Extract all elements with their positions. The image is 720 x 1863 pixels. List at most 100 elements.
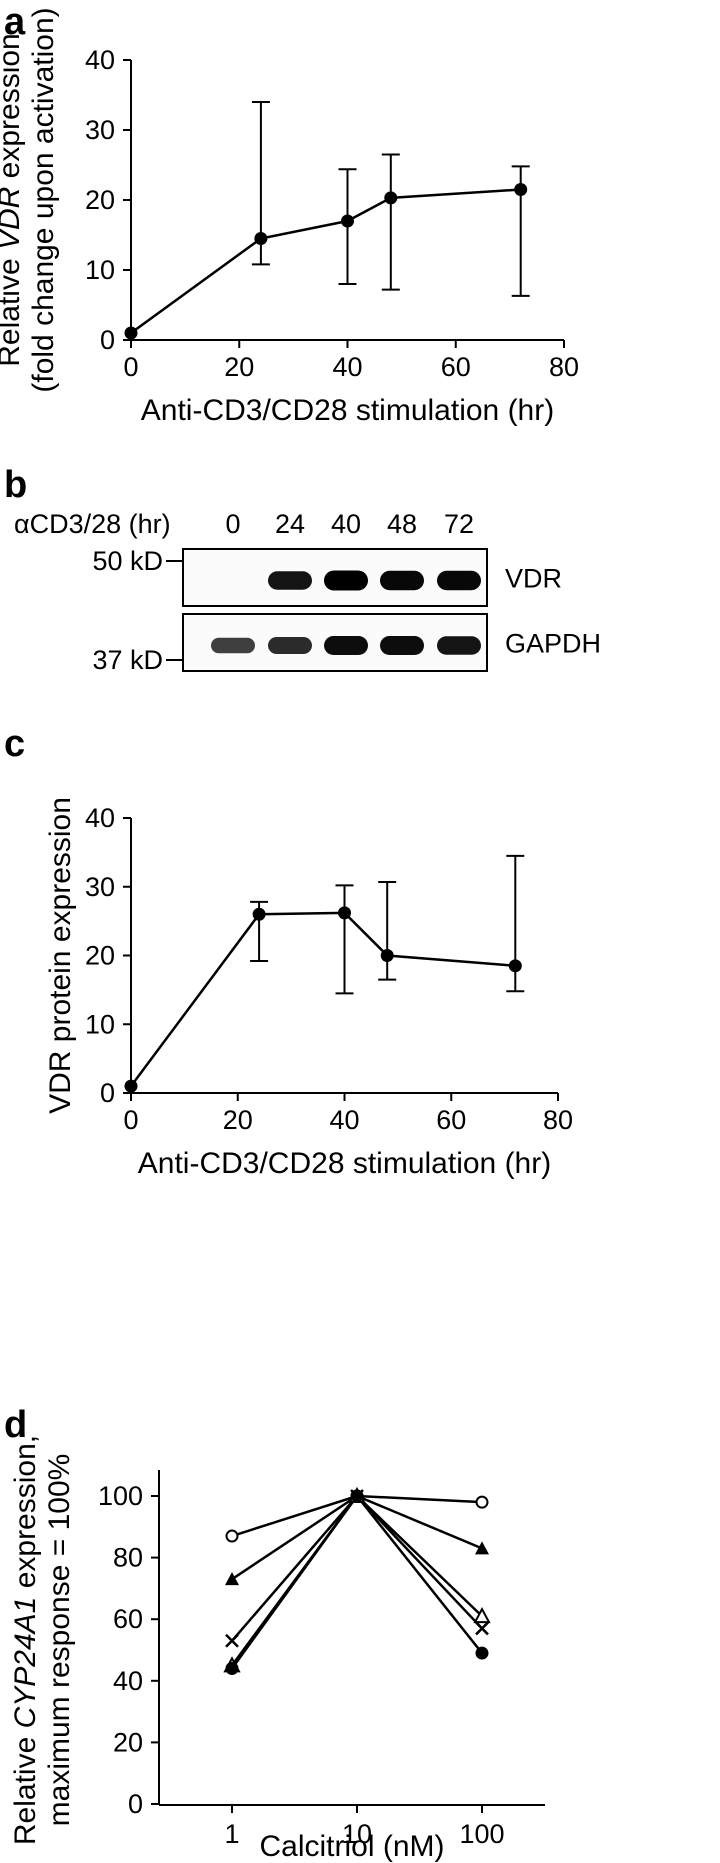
x-axis-label: Anti-CD3/CD28 stimulation (hr) [138,1147,551,1180]
y-axis-label-part: Relative [9,1728,42,1845]
data-point [475,1495,489,1509]
x-tick-label: 80 [543,1105,573,1135]
blot-band [437,570,481,591]
data-point [508,959,522,973]
blot-band [380,570,424,591]
y-tick-label: 20 [85,941,115,971]
y-tick-label: 40 [113,1666,143,1696]
y-axis-label: Relative VDR expression [0,33,26,366]
protein-label: VDR [505,564,562,594]
y-axis-label: Relative CYP24A1 expression, [9,1435,42,1845]
y-axis-label-part: VDR protein expression [44,797,77,1114]
y-axis-label-part: expression, [9,1435,42,1597]
y-tick-label: 0 [100,325,115,355]
y-axis-label-part: maximum response = 100% [43,1454,76,1827]
y-tick-label: 40 [85,45,115,75]
size-marker-label: 37 kD [92,645,163,675]
data-point [350,1489,364,1503]
series-line [129,911,516,1087]
y-tick-label: 20 [113,1727,143,1757]
series-line [230,1494,483,1667]
y-tick-label: 30 [85,872,115,902]
data-point [225,1661,239,1675]
series-line [231,1494,483,1642]
y-tick-label: 10 [85,255,115,285]
lane-label: 48 [387,509,417,539]
x-tick-label: 60 [441,352,471,382]
data-point [514,183,528,196]
y-tick-label: 20 [85,185,115,215]
x-tick-label: 100 [459,1819,504,1849]
size-marker-label: 50 kD [92,546,163,576]
condition-label: αCD3/28 (hr) [14,509,171,539]
y-axis-label-part: expression [0,33,26,186]
data-point [475,1621,489,1636]
x-tick-label: 40 [329,1105,359,1135]
data-point [475,1646,489,1660]
chart-panel-d: 0 20 40 60 80 100 1 10 100 Calcitriol (nM) Relativ… [9,1435,545,1863]
blot-band [380,636,424,655]
y-axis-label: maximum response = 100% [43,1454,76,1827]
data-point [380,949,394,962]
data-point [254,232,268,245]
y-axis-label: (fold change upon activation) [27,7,60,392]
x-axis-label: Calcitriol (nM) [259,1830,444,1863]
x-axis-label: Anti-CD3/CD28 stimulation (hr) [141,394,554,427]
data-point [341,214,354,228]
x-tick-label: 80 [549,352,579,382]
y-tick-label: 10 [85,1009,115,1039]
data-point [338,906,351,920]
y-tick-label: 30 [85,115,115,145]
y-axis-label-part: Relative [0,250,26,367]
y-tick-label: 0 [100,1078,115,1108]
y-tick-label: 60 [113,1604,143,1634]
y-tick-label: 100 [98,1481,143,1511]
panel-letter-d: d [4,1404,27,1446]
panel-letter-b: b [4,464,27,506]
lane-label: 72 [444,509,474,539]
x-tick-label: 20 [223,1105,253,1135]
lane-label: 40 [331,509,361,539]
x-tick-label: 40 [332,352,362,382]
blot-band [268,637,312,654]
chart-panel-c: 0 10 20 30 40 0 20 40 60 80 Anti-CD3/CD28 stimulat… [44,797,573,1180]
blot-band [324,636,368,655]
panel-letter-c: c [4,723,25,765]
x-tick-label: 60 [436,1105,466,1135]
western-blot-panel-b: αCD3/28 (hr) 0 24 40 48 72 50 kD 37 kD VDR GAPDH [14,509,601,675]
x-tick-label: 0 [123,1105,138,1135]
panel-letter-a: a [4,1,26,43]
blot-band [437,636,481,655]
lane-label: 24 [275,509,305,539]
data-point [252,907,266,921]
data-point [225,1529,239,1543]
y-axis-label-part: CYP24A1 [9,1597,42,1729]
data-point [384,191,398,205]
blot-band [268,571,312,590]
y-tick-label: 40 [85,803,115,833]
series-line [231,1494,483,1581]
y-axis-label-part: (fold change upon activation) [27,7,60,392]
x-tick-label: 20 [224,352,254,382]
y-tick-label: 0 [128,1789,143,1819]
x-tick-label: 1 [224,1819,239,1849]
blot-band [211,637,255,654]
y-axis-label: VDR protein expression [44,797,77,1114]
series-line [130,188,521,335]
series-line [230,1493,483,1670]
data-point [225,1572,239,1586]
y-tick-label: 80 [113,1543,143,1573]
data-point [225,1633,239,1648]
data-point [124,326,138,340]
y-axis-label-part: VDR [0,187,26,250]
x-tick-label: 0 [123,352,138,382]
data-point [124,1079,138,1093]
chart-panel-a: 0 10 20 30 40 0 20 40 60 80 Anti-CD3/CD28 stimulat… [0,7,579,427]
lane-label: 0 [225,509,240,539]
blot-band [324,570,368,591]
x-tick-label: 10 [342,1819,372,1849]
protein-label: GAPDH [505,629,601,659]
data-point [473,1607,491,1624]
data-point [475,1541,489,1555]
